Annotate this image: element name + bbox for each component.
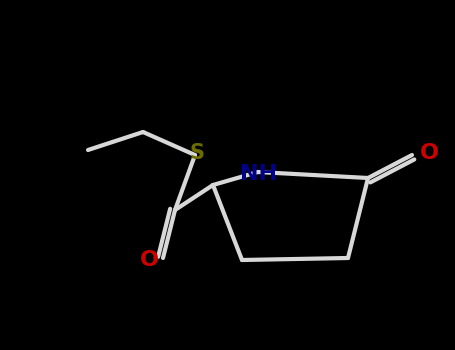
Text: O: O: [140, 250, 159, 270]
Text: S: S: [189, 143, 204, 163]
Text: NH: NH: [239, 164, 277, 184]
Text: O: O: [420, 143, 439, 163]
